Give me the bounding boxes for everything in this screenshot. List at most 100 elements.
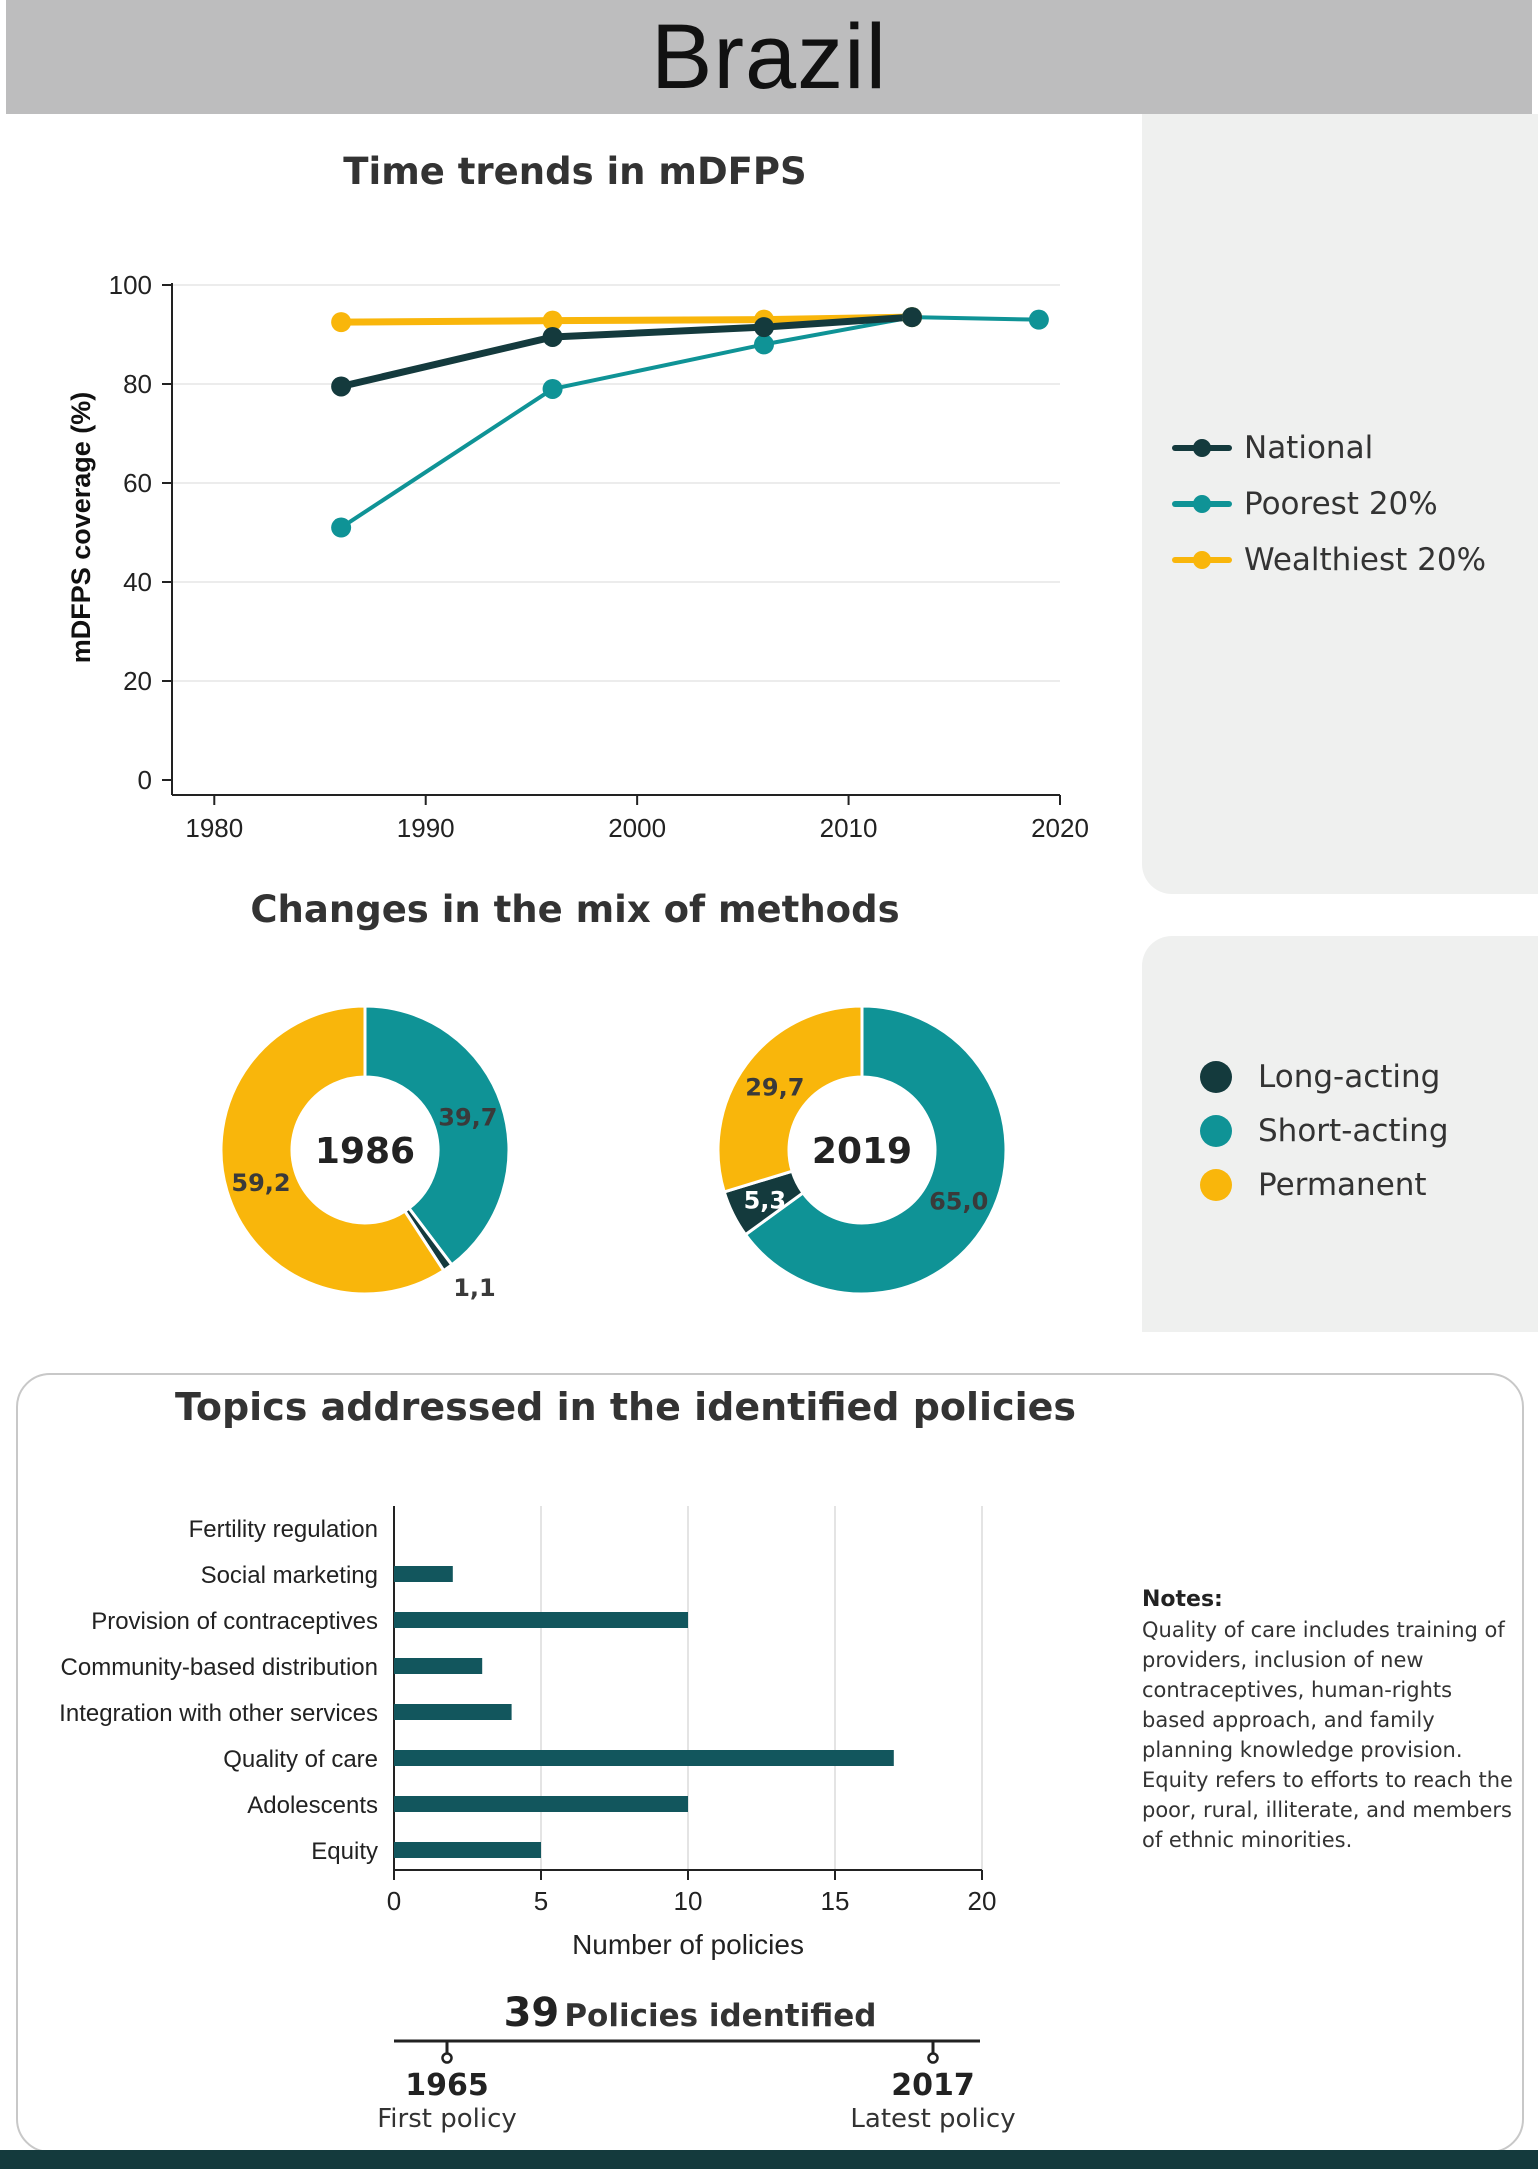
- bar: [394, 1796, 688, 1812]
- notes-quality-of-care: Quality of care includes training of pro…: [1142, 1618, 1505, 1762]
- donut-value-label: 65,0: [929, 1187, 988, 1215]
- legend-label: Permanent: [1258, 1167, 1427, 1203]
- category-label: Community-based distribution: [61, 1654, 378, 1681]
- category-label: Equity: [311, 1838, 378, 1865]
- data-point: [754, 334, 774, 355]
- category-label: Quality of care: [223, 1746, 378, 1773]
- x-tick-label: 1980: [185, 813, 243, 843]
- y-axis-label: mDFPS coverage (%): [66, 392, 96, 664]
- donut-slice-short-acting: [743, 1004, 1008, 1296]
- latest-policy-year: 2017: [891, 2068, 975, 2103]
- category-label: Social marketing: [201, 1562, 378, 1589]
- legend-label: National: [1244, 430, 1374, 466]
- legend-poorest: Poorest 20%: [1172, 476, 1486, 532]
- y-tick-label: 40: [123, 567, 152, 597]
- long-acting-dot-icon: [1200, 1061, 1232, 1093]
- legend-national: National: [1172, 420, 1486, 476]
- legend-label: Short-acting: [1258, 1113, 1449, 1149]
- x-tick-label: 15: [821, 1886, 850, 1916]
- x-tick-label: 20: [968, 1886, 997, 1916]
- data-point: [542, 310, 563, 331]
- trend-legend: National Poorest 20% Wealthiest 20%: [1172, 420, 1486, 588]
- wealthiest-line-icon: [1172, 545, 1232, 575]
- legend-long-acting: Long-acting: [1182, 1050, 1449, 1104]
- donut-value-label: 59,2: [231, 1169, 290, 1197]
- category-label: Provision of contraceptives: [91, 1608, 378, 1635]
- legend-label: Long-acting: [1258, 1059, 1441, 1095]
- header-banner: Brazil: [6, 0, 1532, 114]
- bar: [394, 1842, 541, 1858]
- mix-legend: Long-acting Short-acting Permanent: [1182, 1050, 1449, 1212]
- series-line-poorest-20-: [340, 315, 1039, 530]
- data-point: [331, 517, 352, 538]
- permanent-dot-icon: [1200, 1169, 1232, 1201]
- policies-count-label: Policies identified: [564, 1998, 877, 2034]
- data-point: [754, 317, 774, 338]
- policy-notes: Notes: Quality of care includes training…: [1142, 1585, 1522, 1855]
- timeline-marker-latest: [927, 2052, 939, 2064]
- policies-panel: [16, 1373, 1524, 2153]
- legend-permanent: Permanent: [1182, 1158, 1449, 1212]
- x-tick-label: 10: [674, 1886, 703, 1916]
- data-point: [542, 326, 563, 347]
- latest-policy-label: Latest policy: [850, 2104, 1016, 2134]
- x-axis-label: Number of policies: [572, 1929, 804, 1960]
- y-tick-label: 20: [123, 666, 152, 696]
- legend-label: Wealthiest 20%: [1244, 542, 1487, 578]
- national-line-icon: [1172, 433, 1232, 463]
- footer-bar: [0, 2150, 1538, 2169]
- donut-value-label: 5,3: [744, 1186, 787, 1214]
- data-point: [542, 378, 563, 399]
- category-label: Integration with other services: [59, 1700, 378, 1727]
- x-tick-label: 2010: [820, 813, 878, 843]
- trend-line-chart: 0 20 40 60 80 100 1980 1990 2000 2010 2020 mDFPS co…: [66, 270, 1089, 843]
- donut-year-label: 2019: [812, 1131, 912, 1172]
- x-tick-label: 0: [387, 1886, 401, 1916]
- timeline-marker-first: [441, 2052, 453, 2064]
- first-policy-year: 1965: [405, 2068, 489, 2103]
- bar: [394, 1658, 483, 1674]
- y-tick-label: 60: [123, 468, 152, 498]
- bar: [394, 1566, 453, 1582]
- series-line-wealthiest-20-: [341, 313, 913, 326]
- legend-label: Poorest 20%: [1244, 486, 1438, 522]
- bar: [394, 1612, 688, 1628]
- poorest-line-icon: [1172, 489, 1232, 519]
- x-tick-label: 2000: [608, 813, 666, 843]
- donut-slice-short-acting: [363, 1004, 511, 1267]
- first-policy-label: First policy: [377, 2104, 517, 2134]
- policies-count: 39 Policies identified: [395, 1990, 985, 2036]
- policy-timeline: [394, 2039, 980, 2064]
- donut-value-label: 39,7: [438, 1104, 497, 1132]
- x-tick-label: 2020: [1031, 813, 1089, 843]
- data-point: [1028, 309, 1049, 330]
- donut-slice-permanent: [219, 1004, 446, 1296]
- method-mix-donuts: 1986 39,7 1,1 59,2 2019 65,0 5,3 29,7: [219, 1004, 1008, 1302]
- legend-short-acting: Short-acting: [1182, 1104, 1449, 1158]
- category-label: Fertility regulation: [189, 1516, 378, 1543]
- series-line-national: [340, 313, 913, 390]
- policy-topics-bar-chart: 0 5 10 15 20 Number of policies Fertility regu…: [59, 1506, 997, 1960]
- trend-title: Time trends in mDFPS: [343, 150, 807, 193]
- data-point: [902, 307, 922, 328]
- donut-value-label: 29,7: [745, 1073, 804, 1101]
- bar: [394, 1750, 894, 1766]
- notes-title: Notes:: [1142, 1587, 1223, 1612]
- category-label: Adolescents: [247, 1792, 378, 1819]
- policies-count-number: 39: [503, 1990, 560, 2036]
- data-point: [331, 376, 352, 397]
- donut-slice-permanent: [716, 1004, 864, 1194]
- donut-value-label: 1,1: [453, 1274, 496, 1302]
- y-tick-label: 80: [123, 369, 152, 399]
- bar: [394, 1704, 512, 1720]
- donut-year-label: 1986: [315, 1131, 415, 1172]
- x-tick-label: 5: [534, 1886, 548, 1916]
- y-tick-label: 0: [138, 765, 152, 795]
- mix-title: Changes in the mix of methods: [250, 888, 900, 931]
- short-acting-dot-icon: [1200, 1115, 1232, 1147]
- data-point: [331, 312, 352, 333]
- x-tick-label: 1990: [397, 813, 455, 843]
- legend-wealthiest: Wealthiest 20%: [1172, 532, 1486, 588]
- page-title: Brazil: [650, 5, 888, 108]
- policies-title: Topics addressed in the identified polic…: [175, 1385, 1077, 1429]
